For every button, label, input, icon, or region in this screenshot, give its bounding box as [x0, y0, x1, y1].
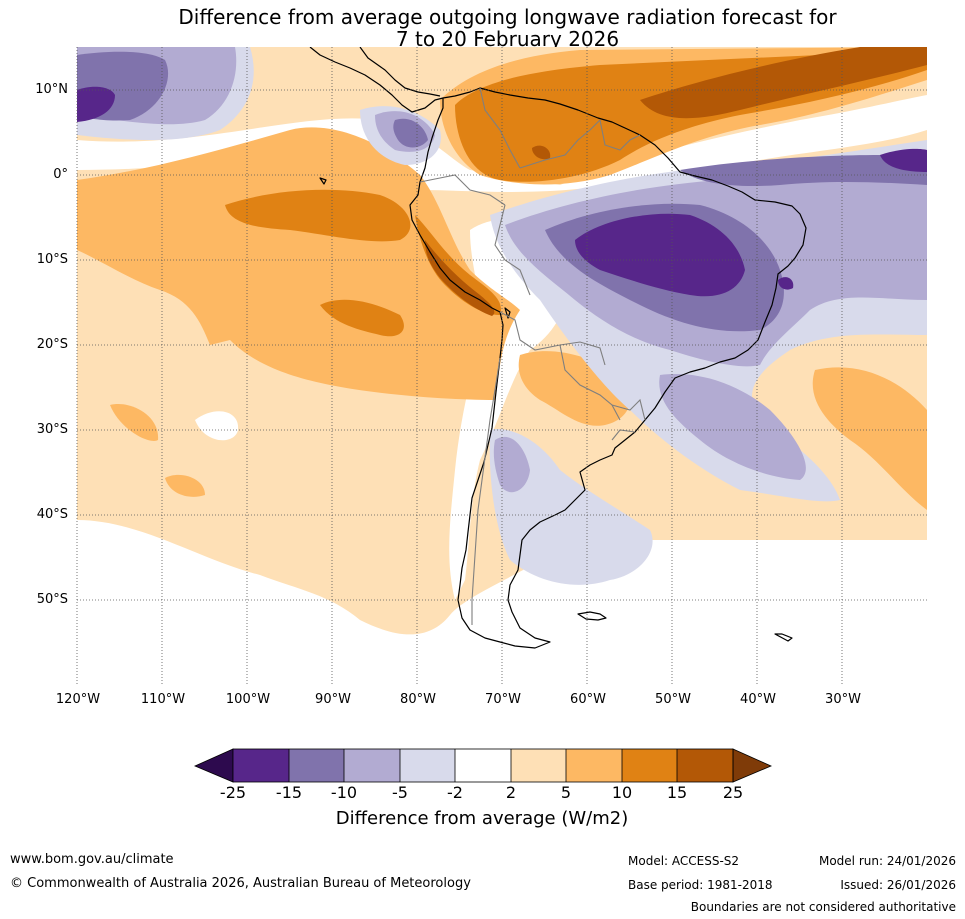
lat-label-10n: 10°N [35, 82, 68, 97]
colorbar-extend-low [193, 748, 234, 783]
colorbar-tick: 25 [722, 783, 744, 802]
colorbar-tick: 5 [560, 783, 572, 802]
field-neutral-andes [449, 219, 569, 600]
lat-label-0: 0° [53, 167, 68, 182]
field-moderate-positive-atlantic [812, 367, 927, 510]
field-strong-positive-peru [415, 215, 501, 315]
field-very-strong-positive-north [640, 47, 927, 119]
footer-website: www.bom.gov.au/climate [10, 852, 174, 867]
footer-issued: Issued: 26/01/2026 [840, 878, 956, 892]
boundary-ecuador-peru [419, 174, 506, 206]
lon-label-50w: 50°W [655, 692, 691, 707]
colorbar-bin-minus10-minus5 [344, 749, 400, 782]
lon-label-30w: 30°W [825, 692, 861, 707]
map-title-line-2: 7 to 20 February 2026 [395, 27, 620, 51]
colorbar-tick: -10 [330, 783, 358, 802]
boundary-chile-argentina [471, 357, 501, 625]
central-america-north-coast [359, 47, 441, 97]
colorbar-bin-minus15-minus10 [289, 749, 344, 782]
lon-label-80w: 80°W [400, 692, 436, 707]
field-very-strong-positive-coast [425, 240, 495, 316]
field-strong-negative-equator [680, 150, 927, 187]
graticule [76, 47, 927, 685]
footer-model-run: Model run: 24/01/2026 [818, 854, 956, 868]
boundary-bolivia [499, 311, 606, 366]
lon-label-70w: 70°W [485, 692, 521, 707]
field-strong-positive-pacific [225, 189, 411, 242]
boundary-venezuela-brazil [519, 119, 601, 169]
national-boundaries [419, 87, 646, 625]
lon-label-100w: 100°W [225, 692, 271, 707]
footer-disclaimer: Boundaries are not considered authoritat… [690, 900, 956, 914]
colorbar-tick: 2 [505, 783, 517, 802]
field-weak-negative-south [489, 429, 653, 585]
field-very-strong-negative-brazil [575, 213, 745, 297]
colorbar-bin-minus5-minus2 [400, 749, 455, 782]
field-very-strong-positive-patch [532, 145, 551, 160]
boundary-peru-brazil [494, 204, 531, 296]
lon-label-90w: 90°W [315, 692, 351, 707]
colorbar [193, 748, 773, 783]
lat-label-50s: 50°S [36, 592, 68, 607]
boundary-argentina-brazil [611, 398, 646, 421]
colorbar-tick: 15 [666, 783, 688, 802]
field-strong-negative-central [393, 118, 428, 148]
footer-base-period: Base period: 1981-2018 [628, 878, 773, 892]
field-neutral-patch [195, 411, 239, 441]
field-strong-positive-patch [320, 299, 404, 337]
colorbar-bin-plus2-plus5 [511, 749, 566, 782]
colorbar-outline [232, 748, 734, 783]
boundary-guianas [599, 119, 641, 151]
field-very-strong-negative-northwest [77, 86, 115, 122]
lon-label-60w: 60°W [570, 692, 606, 707]
lon-label-110w: 110°W [140, 692, 186, 707]
lon-label-40w: 40°W [740, 692, 776, 707]
south-georgia [774, 633, 793, 642]
boundary-paraguay [559, 344, 621, 421]
colorbar-dividers [288, 749, 678, 782]
field-moderate-negative-argentina [493, 436, 530, 493]
map-title-line-1: Difference from average outgoing longwav… [178, 5, 837, 29]
colorbar-tick: -5 [392, 783, 408, 802]
lat-label-40s: 40°S [36, 507, 68, 522]
lon-label-120w: 120°W [55, 692, 101, 707]
colorbar-bin-minus2-plus2 [455, 749, 511, 782]
colorbar-bin-minus25-minus15 [233, 749, 289, 782]
colorbar-tick: -2 [447, 783, 463, 802]
field-very-strong-negative-patch [778, 277, 794, 290]
colorbar-label: Difference from average (W/m2) [335, 808, 629, 829]
colorbar-bin-plus10-plus15 [622, 749, 677, 782]
field-moderate-positive-patch-2 [165, 474, 205, 497]
galapagos-islands [319, 177, 327, 185]
footer-model: Model: ACCESS-S2 [628, 854, 740, 868]
south-america-coastline [409, 87, 807, 649]
footer-copyright: © Commonwealth of Australia 2026, Austra… [10, 876, 471, 891]
field-moderate-positive-pacific [77, 127, 520, 400]
colorbar-bin-plus15-plus25 [677, 749, 733, 782]
lat-label-30s: 30°S [36, 422, 68, 437]
field-moderate-negative-south-atlantic [659, 374, 806, 480]
lat-label-20s: 20°S [36, 337, 68, 352]
colorbar-extend-high [732, 748, 773, 783]
colorbar-tick: 10 [611, 783, 633, 802]
field-very-strong-negative-equator [880, 148, 927, 172]
field-moderate-positive-patch [110, 404, 159, 441]
colorbar-tick: -25 [219, 783, 247, 802]
falkland-islands [577, 611, 607, 621]
colorbar-bin-plus5-plus10 [566, 749, 622, 782]
lat-label-10s: 10°S [36, 252, 68, 267]
boundary-colombia-venezuela [479, 87, 521, 169]
lake-titicaca [504, 307, 511, 319]
colorbar-tick: -15 [275, 783, 303, 802]
